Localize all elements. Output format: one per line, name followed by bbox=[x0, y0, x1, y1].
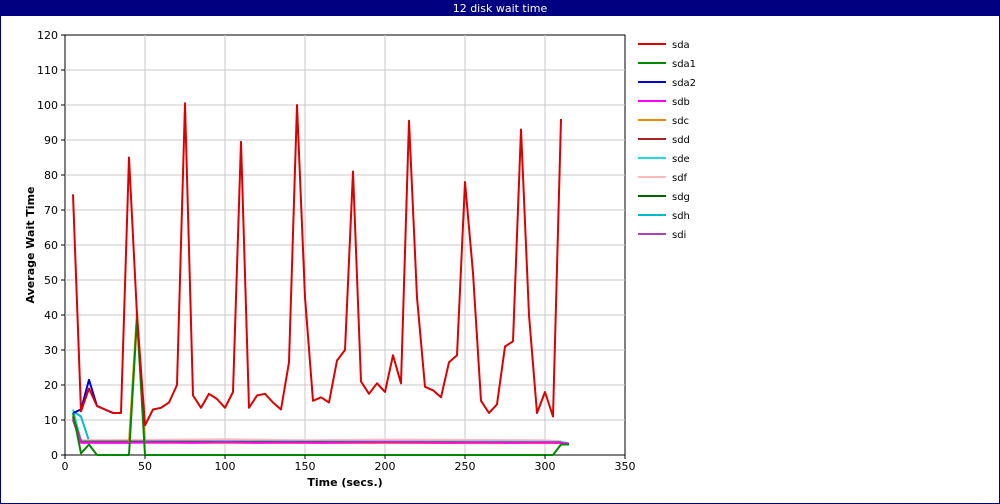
legend-label-sda: sda bbox=[672, 40, 690, 51]
y-tick-label: 80 bbox=[44, 169, 58, 182]
x-tick-label: 200 bbox=[375, 460, 396, 473]
legend-label-sdi: sdi bbox=[672, 230, 686, 241]
legend-label-sde: sde bbox=[672, 154, 690, 165]
x-axis-title: Time (secs.) bbox=[307, 476, 382, 489]
x-tick-label: 300 bbox=[535, 460, 556, 473]
legend-label-sda1: sda1 bbox=[672, 59, 696, 70]
y-tick-label: 90 bbox=[44, 134, 58, 147]
y-tick-label: 30 bbox=[44, 344, 58, 357]
legend: sda sda1 sda2 sdb sdc sdd sde sdf sdg sdh sdi bbox=[638, 40, 696, 241]
x-tick-label: 150 bbox=[295, 460, 316, 473]
ticks: 0 50 100 150 200 250 300 350 0 10 20 30 40 50 60 70 80 90… bbox=[37, 29, 636, 473]
y-axis-title: Average Wait Time bbox=[24, 187, 37, 304]
x-tick-label: 100 bbox=[215, 460, 236, 473]
legend-label-sdc: sdc bbox=[672, 116, 689, 127]
y-tick-label: 100 bbox=[37, 99, 58, 112]
x-tick-label: 0 bbox=[62, 460, 69, 473]
legend-label-sdb: sdb bbox=[672, 97, 690, 108]
x-tick-label: 50 bbox=[138, 460, 152, 473]
y-tick-label: 50 bbox=[44, 274, 58, 287]
x-tick-label: 350 bbox=[615, 460, 636, 473]
legend-label-sda2: sda2 bbox=[672, 78, 696, 89]
x-tick-label: 250 bbox=[455, 460, 476, 473]
legend-label-sdh: sdh bbox=[672, 211, 690, 222]
y-tick-label: 120 bbox=[37, 29, 58, 42]
chart-title: 12 disk wait time bbox=[1, 1, 999, 16]
grid bbox=[65, 35, 625, 455]
y-tick-label: 20 bbox=[44, 379, 58, 392]
y-tick-label: 0 bbox=[51, 449, 58, 462]
y-tick-label: 40 bbox=[44, 309, 58, 322]
y-tick-label: 110 bbox=[37, 64, 58, 77]
series-layer bbox=[72, 102, 570, 456]
y-tick-label: 70 bbox=[44, 204, 58, 217]
legend-label-sdg: sdg bbox=[672, 192, 690, 203]
y-tick-label: 60 bbox=[44, 239, 58, 252]
series-line-sda bbox=[72, 102, 562, 427]
legend-label-sdd: sdd bbox=[672, 135, 690, 146]
y-tick-label: 10 bbox=[44, 414, 58, 427]
legend-label-sdf: sdf bbox=[672, 173, 688, 184]
